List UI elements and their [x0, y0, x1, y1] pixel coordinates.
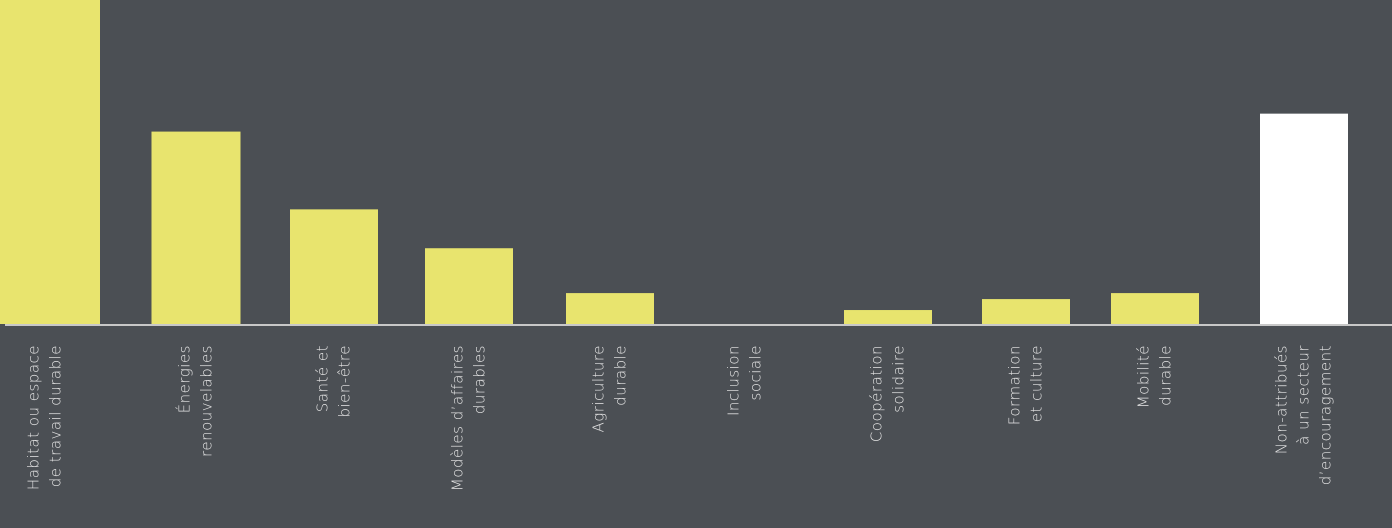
bar [151, 131, 241, 324]
x-tick-label: de travail durable [47, 345, 65, 487]
x-tick-label: à un secteur [1295, 345, 1313, 445]
x-tick-label: durable [1157, 345, 1175, 406]
bar [1111, 293, 1199, 324]
x-tick-label: solidaire [890, 345, 908, 413]
x-tick-label: d’encouragement [1317, 345, 1335, 485]
x-tick-label: Formation [1006, 345, 1024, 425]
bar [844, 310, 932, 324]
x-tick-label: bien-être [336, 345, 354, 418]
x-tick-label: durables [471, 345, 489, 414]
x-tick-label: Agriculture [590, 345, 608, 432]
x-tick-label: renouvelables [198, 345, 216, 457]
x-tick-label: Mobilité [1135, 345, 1153, 408]
x-tick-label: Non-attribués [1273, 345, 1291, 454]
x-tick-label: Inclusion [725, 345, 743, 416]
bar [566, 293, 654, 324]
x-tick-label: Énergies [175, 345, 194, 413]
x-tick-label: Santé et [314, 345, 332, 412]
bar [425, 248, 513, 324]
x-tick-label: sociale [747, 345, 765, 401]
bar [0, 0, 100, 324]
x-tick-label: durable [612, 345, 630, 406]
x-tick-label: Coopération [868, 345, 886, 442]
x-tick-label: Habitat ou espace [25, 345, 43, 490]
x-tick-label: Modèles d’affaires [449, 345, 467, 491]
x-tick-label: et culture [1028, 345, 1046, 422]
bar [1260, 113, 1348, 324]
bar [290, 209, 378, 324]
bar [982, 299, 1070, 324]
